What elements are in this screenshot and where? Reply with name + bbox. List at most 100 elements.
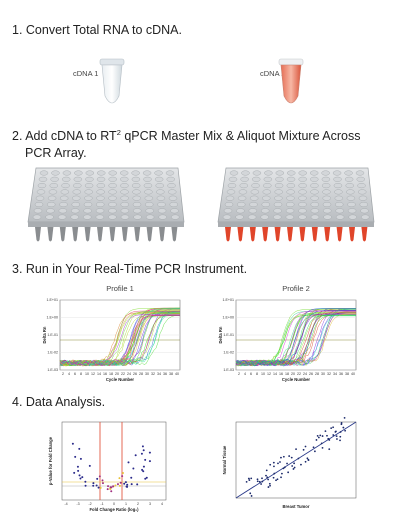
x-tick-label: 3: [149, 502, 151, 506]
well: [51, 170, 60, 176]
well: [61, 183, 70, 189]
gene-point: [71, 442, 74, 445]
well: [310, 183, 319, 189]
well: [332, 170, 342, 176]
well: [275, 170, 285, 176]
y-axis-label: p-Value for Fold Change: [48, 436, 53, 485]
well: [261, 201, 270, 207]
gene-point: [78, 447, 81, 450]
gene-point: [148, 460, 151, 463]
well: [38, 176, 48, 182]
well: [322, 189, 331, 195]
gene-point: [342, 426, 345, 429]
well: [347, 201, 356, 207]
amplification-curve: [59, 310, 180, 367]
x-tick-label: 4: [68, 372, 70, 376]
tube-tip: [109, 227, 116, 242]
well: [120, 189, 129, 195]
well: [39, 170, 49, 176]
x-tick-label: -4: [64, 502, 67, 506]
well: [309, 170, 319, 176]
well: [72, 195, 81, 201]
well: [167, 183, 176, 189]
gene-point: [326, 434, 328, 437]
well: [252, 176, 261, 182]
well: [62, 176, 71, 182]
well: [274, 195, 283, 201]
well: [310, 201, 319, 207]
gene-point: [127, 461, 130, 464]
well: [298, 176, 307, 182]
step-title: 3. Run in Your Real-Time PCR Instrument.: [12, 262, 247, 276]
gene-point: [101, 479, 104, 482]
gene-point: [295, 448, 297, 451]
x-tick-label: 14: [273, 372, 277, 376]
x-tick-label: 28: [139, 372, 143, 376]
x-tick-label: 4: [161, 502, 163, 506]
well: [249, 201, 258, 207]
step-title: 1. Convert Total RNA to cDNA.: [12, 23, 182, 37]
well: [334, 195, 344, 201]
tube-label: cDNA 1: [73, 69, 98, 78]
x-tick-label: 6: [250, 372, 252, 376]
x-axis-label: Cycle Number: [106, 377, 135, 382]
well: [251, 183, 260, 189]
well: [33, 208, 43, 214]
well: [120, 201, 129, 207]
tube-tip: [324, 227, 331, 242]
amplification-curve: [59, 314, 180, 366]
well: [58, 208, 68, 214]
gene-point: [247, 477, 250, 480]
y-tick-label: 1.E-02: [223, 351, 234, 355]
gene-point: [332, 426, 335, 429]
gene-point: [283, 466, 286, 469]
well: [274, 189, 283, 195]
gene-point: [144, 458, 147, 461]
well: [275, 176, 284, 182]
gene-point: [141, 468, 144, 471]
tube-tip: [311, 227, 318, 242]
x-tick-label: 1: [125, 502, 127, 506]
well: [222, 214, 232, 220]
well: [59, 195, 69, 201]
well: [133, 214, 142, 220]
gene-point: [339, 435, 342, 438]
well: [157, 208, 167, 214]
gene-point: [245, 480, 248, 483]
amplification-curve: [59, 308, 180, 366]
gene-point: [260, 483, 262, 485]
x-axis-label: Cycle Number: [282, 377, 311, 382]
amplification-curve: [59, 308, 180, 367]
well: [96, 189, 105, 195]
well: [73, 183, 82, 189]
gene-point: [293, 462, 296, 465]
well: [165, 170, 175, 176]
well: [62, 170, 72, 176]
well: [310, 208, 320, 214]
x-tick-label: 4: [244, 372, 246, 376]
gene-point: [321, 446, 324, 449]
gene-point: [142, 449, 145, 452]
well: [355, 170, 365, 176]
gene-point: [77, 469, 80, 472]
well: [48, 189, 58, 195]
well: [323, 214, 332, 220]
well: [323, 208, 332, 214]
well: [321, 183, 331, 189]
gene-point: [99, 486, 102, 489]
gene-point: [261, 477, 263, 480]
well: [166, 176, 175, 182]
gene-point: [79, 477, 82, 480]
well: [238, 189, 248, 195]
gene-point: [343, 416, 346, 419]
gene-point: [288, 455, 291, 457]
x-tick-label: 38: [345, 372, 349, 376]
x-tick-label: 24: [303, 372, 307, 376]
gene-point: [266, 476, 269, 479]
x-tick-label: 18: [285, 372, 289, 376]
well: [322, 195, 331, 201]
well: [71, 208, 80, 214]
well: [273, 214, 282, 220]
well: [34, 201, 44, 207]
